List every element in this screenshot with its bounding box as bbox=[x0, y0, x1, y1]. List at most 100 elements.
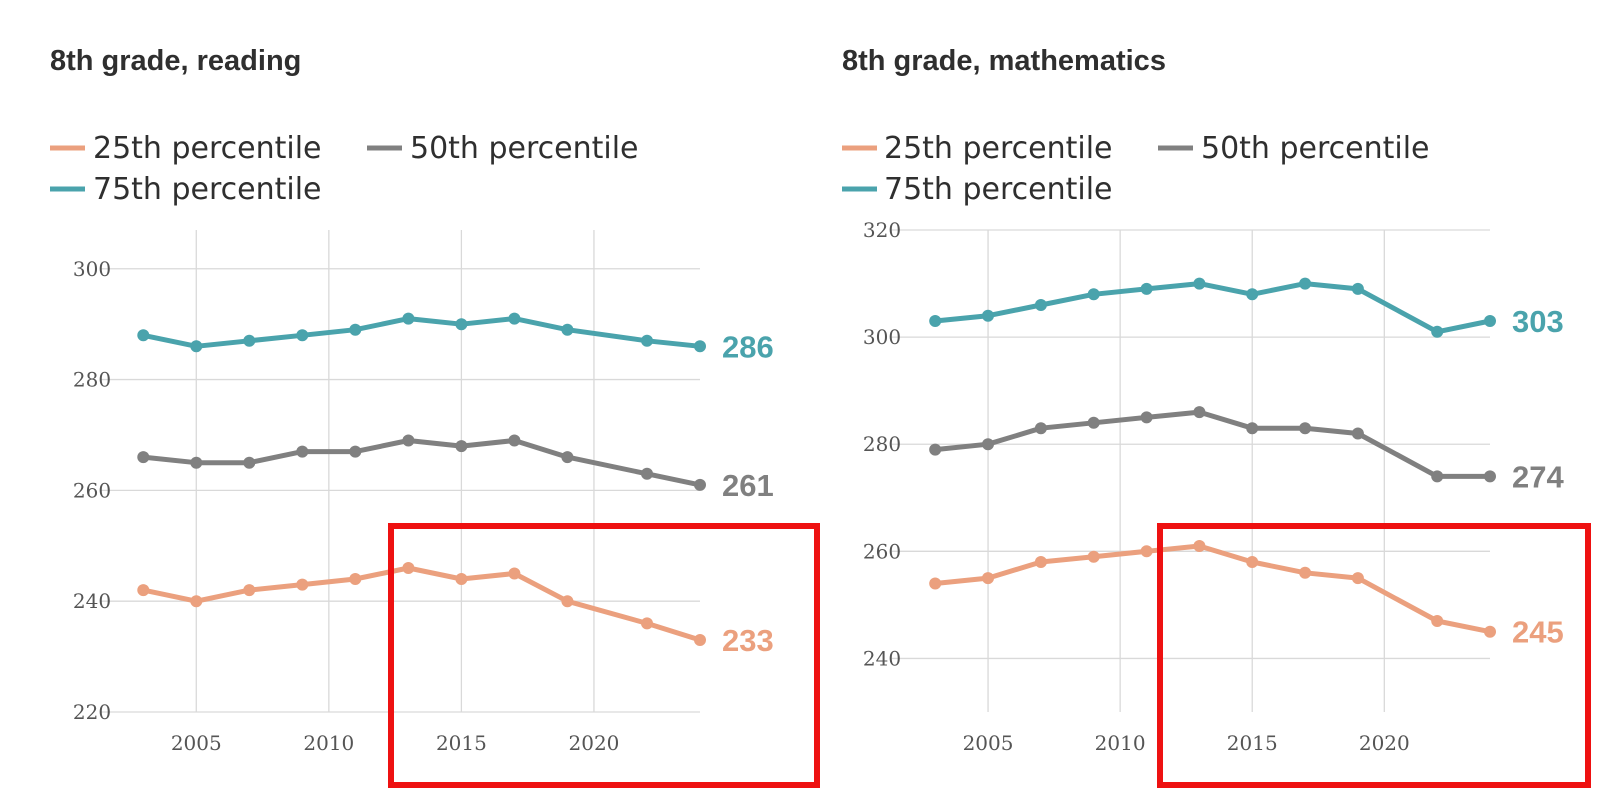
data-point-50th bbox=[508, 434, 521, 447]
data-series bbox=[137, 312, 706, 646]
data-point-25th bbox=[455, 573, 468, 585]
data-point-50th bbox=[1140, 411, 1153, 424]
data-point-75th bbox=[243, 334, 256, 347]
series-line-50th bbox=[140, 438, 703, 488]
data-point-50th bbox=[1193, 406, 1206, 419]
data-point-50th bbox=[1431, 470, 1444, 483]
y-axis-ticks: 240 260 280 300 320 bbox=[863, 218, 901, 670]
y-tick-label: 240 bbox=[73, 589, 111, 613]
y-tick-label: 220 bbox=[73, 700, 111, 724]
data-point-25th bbox=[137, 584, 150, 597]
data-point-75th bbox=[694, 340, 706, 353]
x-tick-label: 2020 bbox=[1359, 731, 1410, 755]
data-point-50th bbox=[561, 451, 574, 464]
data-point-50th bbox=[243, 456, 256, 469]
x-axis-ticks: 2005 2010 2015 2020 bbox=[963, 731, 1410, 755]
end-label-75th: 303 bbox=[1512, 304, 1564, 339]
data-point-75th bbox=[561, 323, 574, 336]
data-point-75th bbox=[137, 329, 150, 342]
data-point-75th bbox=[1193, 277, 1206, 290]
end-label-50th: 274 bbox=[1512, 459, 1564, 494]
data-point-25th bbox=[1034, 556, 1047, 568]
data-point-75th bbox=[455, 318, 468, 331]
y-axis-ticks: 220 240 260 280 300 bbox=[73, 257, 111, 724]
reading-chart-panel: 8th grade, reading 25th percentile 50th … bbox=[50, 45, 820, 788]
data-point-75th bbox=[1140, 282, 1153, 295]
series-line-25th bbox=[140, 565, 703, 643]
data-point-75th bbox=[1034, 299, 1047, 311]
legend-label-25th: 25th percentile bbox=[93, 131, 322, 166]
data-point-25th bbox=[1140, 545, 1153, 558]
data-point-25th bbox=[508, 567, 521, 580]
data-point-25th bbox=[296, 578, 309, 591]
x-tick-label: 2010 bbox=[303, 731, 354, 755]
end-label-50th: 261 bbox=[722, 468, 774, 503]
y-tick-label: 260 bbox=[73, 478, 111, 502]
data-point-50th bbox=[641, 467, 653, 480]
data-series bbox=[929, 277, 1496, 638]
data-point-50th bbox=[1034, 422, 1047, 435]
end-labels: 233 261 286 bbox=[722, 329, 774, 658]
legend-label-75th: 75th percentile bbox=[884, 172, 1113, 207]
legend-label-25th: 25th percentile bbox=[884, 131, 1113, 166]
data-point-25th bbox=[641, 617, 653, 630]
end-label-75th: 286 bbox=[722, 329, 774, 364]
data-point-75th bbox=[508, 312, 521, 325]
x-tick-label: 2015 bbox=[436, 731, 487, 755]
y-tick-label: 260 bbox=[863, 539, 901, 563]
legend-label-50th: 50th percentile bbox=[1201, 131, 1430, 166]
data-point-75th bbox=[1299, 277, 1312, 290]
data-point-75th bbox=[1431, 325, 1444, 338]
data-point-50th bbox=[1246, 422, 1259, 435]
data-point-25th bbox=[1087, 550, 1100, 563]
end-label-25th: 245 bbox=[1512, 615, 1564, 650]
data-point-75th bbox=[1087, 288, 1100, 301]
x-tick-label: 2005 bbox=[963, 731, 1014, 755]
end-label-25th: 233 bbox=[722, 623, 774, 658]
data-point-25th bbox=[694, 634, 706, 646]
data-point-25th bbox=[190, 595, 203, 608]
end-labels: 245 274 303 bbox=[1512, 304, 1564, 650]
data-point-25th bbox=[561, 595, 574, 608]
y-tick-label: 300 bbox=[73, 257, 111, 281]
data-point-50th bbox=[982, 438, 994, 451]
data-point-50th bbox=[190, 456, 203, 469]
data-point-25th bbox=[1431, 615, 1444, 627]
data-point-75th bbox=[1484, 315, 1496, 327]
data-point-50th bbox=[1484, 470, 1496, 483]
data-point-25th bbox=[243, 584, 256, 597]
grid-lines bbox=[892, 229, 1490, 712]
legend-label-50th: 50th percentile bbox=[410, 131, 639, 166]
grid-lines bbox=[100, 230, 700, 713]
data-point-50th bbox=[455, 440, 468, 453]
data-point-25th bbox=[1351, 572, 1364, 585]
x-tick-label: 2005 bbox=[171, 731, 222, 755]
y-tick-label: 280 bbox=[863, 432, 901, 456]
legend-label-75th: 75th percentile bbox=[93, 172, 322, 207]
data-point-25th bbox=[402, 562, 415, 574]
x-tick-label: 2015 bbox=[1227, 731, 1278, 755]
y-tick-label: 240 bbox=[863, 646, 901, 670]
mathematics-chart-panel: 8th grade, mathematics 25th percentile 5… bbox=[842, 45, 1591, 788]
data-point-75th bbox=[402, 312, 415, 325]
data-point-50th bbox=[1299, 422, 1312, 435]
data-point-75th bbox=[1246, 288, 1259, 301]
y-tick-label: 280 bbox=[73, 368, 111, 392]
series-line-25th bbox=[932, 543, 1493, 635]
data-point-75th bbox=[641, 334, 653, 347]
data-point-75th bbox=[1351, 282, 1364, 295]
data-point-50th bbox=[349, 445, 362, 458]
chart-title: 8th grade, mathematics bbox=[842, 45, 1166, 77]
data-point-75th bbox=[982, 309, 994, 322]
chart-title: 8th grade, reading bbox=[50, 45, 301, 77]
data-point-50th bbox=[1351, 427, 1364, 440]
data-point-25th bbox=[349, 573, 362, 585]
data-point-75th bbox=[190, 340, 203, 353]
data-point-75th bbox=[349, 323, 362, 336]
x-tick-label: 2020 bbox=[569, 731, 620, 755]
y-tick-label: 300 bbox=[863, 325, 901, 349]
series-line-75th bbox=[140, 316, 703, 349]
y-tick-label: 320 bbox=[863, 218, 901, 242]
highlight-box bbox=[388, 523, 820, 788]
